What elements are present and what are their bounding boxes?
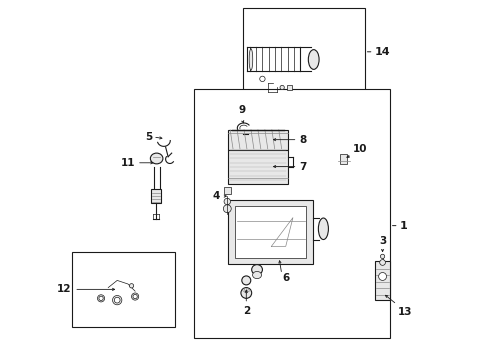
Ellipse shape: [150, 153, 163, 164]
Text: 14: 14: [374, 47, 389, 57]
Text: 12: 12: [57, 284, 72, 294]
Bar: [194, 89, 389, 338]
Bar: [228, 149, 287, 184]
Text: 2: 2: [242, 306, 249, 316]
Ellipse shape: [131, 293, 139, 300]
Ellipse shape: [129, 284, 133, 288]
Ellipse shape: [318, 218, 328, 239]
Ellipse shape: [380, 254, 384, 258]
Ellipse shape: [114, 297, 120, 303]
Ellipse shape: [259, 76, 264, 82]
Text: 6: 6: [282, 273, 289, 283]
Bar: [72, 252, 174, 327]
Ellipse shape: [97, 295, 104, 302]
Ellipse shape: [378, 273, 386, 280]
Text: 13: 13: [397, 307, 412, 316]
Text: 10: 10: [352, 144, 367, 154]
Ellipse shape: [241, 288, 251, 298]
Bar: [224, 187, 230, 194]
Text: 9: 9: [238, 105, 245, 116]
Text: 11: 11: [121, 158, 135, 168]
Ellipse shape: [223, 205, 231, 213]
Ellipse shape: [252, 271, 261, 279]
Ellipse shape: [379, 260, 385, 265]
Ellipse shape: [112, 296, 122, 305]
Ellipse shape: [133, 294, 137, 299]
Text: 4: 4: [212, 191, 220, 201]
Ellipse shape: [308, 50, 319, 69]
Text: 3: 3: [378, 236, 386, 246]
Text: 7: 7: [298, 162, 306, 172]
Text: 1: 1: [399, 221, 407, 231]
Ellipse shape: [249, 49, 252, 70]
Bar: [228, 130, 287, 149]
Bar: [374, 261, 389, 300]
Ellipse shape: [224, 198, 230, 205]
Ellipse shape: [241, 276, 250, 285]
Bar: [286, 85, 291, 90]
Ellipse shape: [251, 265, 262, 275]
Text: 8: 8: [298, 135, 305, 145]
Bar: [150, 189, 161, 203]
Text: 5: 5: [144, 132, 152, 142]
Ellipse shape: [280, 85, 284, 90]
Bar: [228, 200, 312, 264]
Bar: [339, 154, 346, 164]
Bar: [234, 206, 305, 258]
Bar: [242, 8, 364, 96]
Ellipse shape: [99, 296, 103, 301]
